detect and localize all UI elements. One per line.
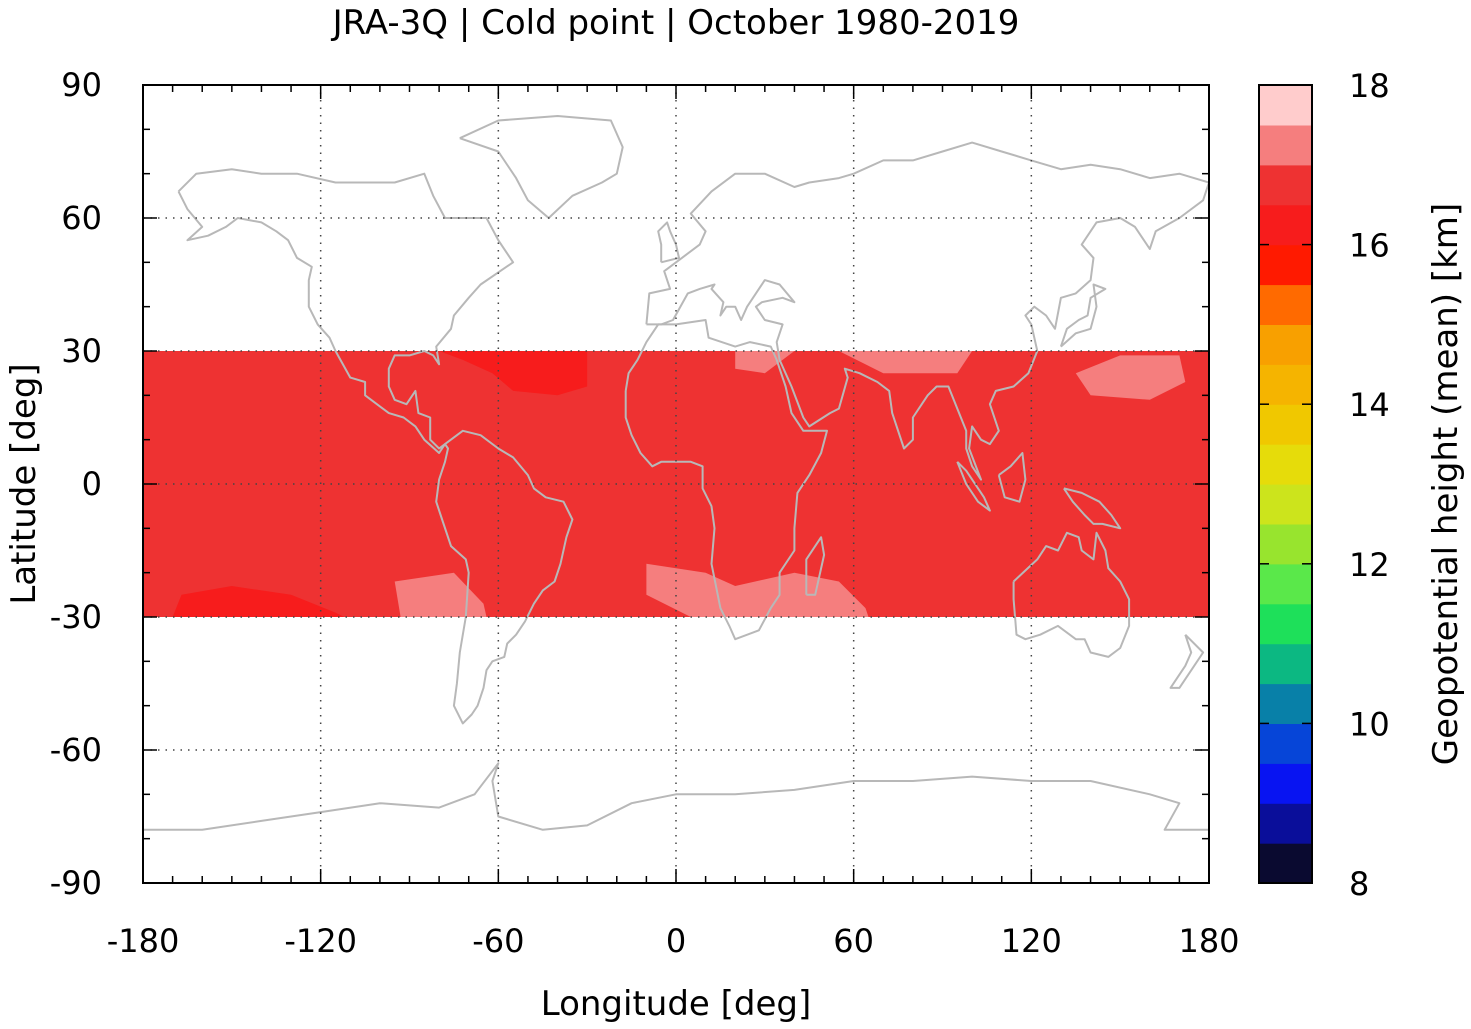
coast-antarctica [143, 762, 1209, 831]
y-tick-labels: 90 60 30 0 -30 -60 -90 [50, 66, 102, 902]
colorbar-segment [1259, 523, 1312, 565]
plot-area [142, 84, 1210, 884]
colorbar-frame [1258, 84, 1313, 884]
coast-madagascar [805, 536, 826, 596]
colorbar-segment [1259, 124, 1312, 166]
colorbar-segment [1259, 85, 1312, 126]
field-region-0 [439, 351, 588, 396]
colorbar-segment [1259, 164, 1312, 206]
y-tick-label: 30 [61, 332, 102, 370]
colorbar-label: Geopotential height (mean) [km] [1426, 203, 1466, 765]
colorbar-tick-label: 12 [1349, 546, 1390, 584]
field-region-3 [838, 351, 973, 374]
coast-africa [624, 319, 828, 641]
axis-ticks [142, 84, 1210, 884]
colorbar-segment [1259, 643, 1312, 685]
colorbar-tick-label: 18 [1349, 67, 1390, 105]
colorbar-segment [1259, 563, 1312, 605]
field-region-5 [394, 572, 487, 617]
colorbar-segment [1259, 843, 1312, 884]
colorbar-segment [1259, 204, 1312, 246]
x-axis-label: Longitude [deg] [541, 984, 812, 1024]
grid [143, 85, 1209, 883]
colorbar-segment [1259, 444, 1312, 485]
x-tick-label: -120 [284, 922, 357, 960]
x-tick-label: 0 [666, 922, 686, 960]
coast-borneo [997, 452, 1027, 503]
field-region-4 [1075, 355, 1186, 400]
coast-japan [1059, 283, 1107, 348]
colorbar-segment [1259, 284, 1312, 325]
y-tick-label: 0 [82, 465, 102, 503]
x-tick-label: 180 [1178, 922, 1239, 960]
colorbar-segment [1259, 244, 1312, 286]
colorbar-segment [1259, 723, 1312, 764]
colorbar-tick-label: 14 [1349, 386, 1390, 424]
colorbar-segment [1259, 683, 1312, 724]
colorbar-tick-label: 16 [1349, 227, 1390, 265]
coast-new-zealand [1169, 633, 1205, 689]
colorbar-tick-labels: 8 10 12 14 16 18 [1349, 67, 1390, 903]
coast-south-america [435, 429, 574, 725]
colorbar-tick-label: 8 [1349, 865, 1369, 903]
coast-uk [657, 221, 680, 264]
colorbar-segment [1259, 364, 1312, 405]
coast-new-guinea [1063, 487, 1122, 530]
colorbar-segment [1259, 404, 1312, 445]
field-region-1 [172, 586, 345, 617]
coastlines [143, 115, 1209, 831]
coast-europe-asia [645, 141, 1209, 481]
colorbar-segment [1259, 763, 1312, 804]
colorbar-segment [1259, 324, 1312, 365]
y-tick-label: -30 [50, 598, 102, 636]
x-tick-label: 120 [1001, 922, 1062, 960]
y-tick-label: 60 [61, 199, 102, 237]
y-axis-label: Latitude [deg] [4, 363, 44, 604]
y-tick-label: -60 [50, 731, 102, 769]
y-tick-label: -90 [50, 864, 102, 902]
colorbar-segment [1259, 603, 1312, 645]
x-tick-label: 60 [833, 922, 874, 960]
chart-title: JRA-3Q | Cold point | October 1980-2019 [331, 3, 1020, 43]
coast-australia [1012, 531, 1131, 658]
colorbar-tick-label: 10 [1349, 705, 1390, 743]
y-tick-label: 90 [61, 66, 102, 104]
colorbar-segment [1259, 484, 1312, 525]
x-tick-label: -180 [107, 922, 180, 960]
x-tick-label: -60 [472, 922, 524, 960]
coast-sumatra [956, 461, 991, 512]
coast-north-america [177, 168, 515, 454]
colorbar-segment [1259, 803, 1312, 844]
field-region-6 [646, 563, 869, 617]
colorbar [1258, 84, 1313, 884]
coast-greenland [459, 115, 624, 219]
x-tick-labels: -180 -120 -60 0 60 120 180 [107, 922, 1240, 960]
